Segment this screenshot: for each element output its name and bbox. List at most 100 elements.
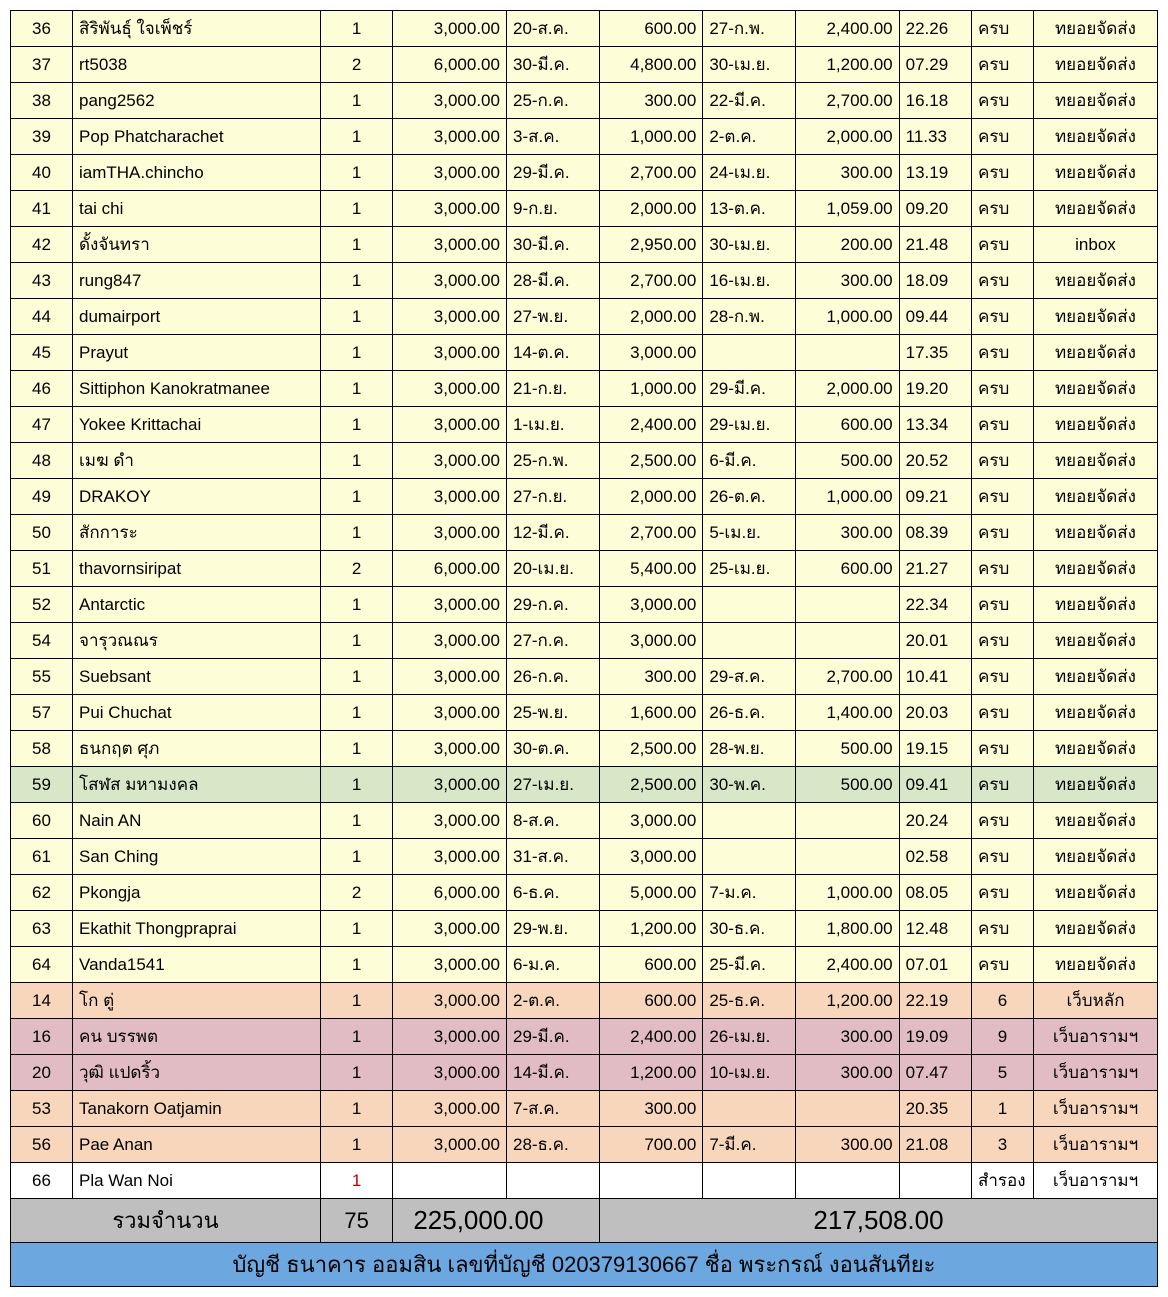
table-row: 41tai chi13,000.009-ก.ย.2,000.0013-ต.ค.1… [11,191,1158,227]
cell-qty: 2 [321,875,393,911]
cell-amt3: 1,000.00 [796,299,899,335]
cell-qty: 2 [321,551,393,587]
cell-note: ทยอยจัดส่ง [1033,371,1157,407]
cell-name: โสฬส มหามงคล [73,767,321,803]
cell-amt1: 3,000.00 [393,299,507,335]
cell-name: thavornsiripat [73,551,321,587]
cell-status: ครบ [971,947,1033,983]
cell-time: 21.48 [899,227,971,263]
cell-time: 10.41 [899,659,971,695]
cell-date2: 22-มี.ค. [703,83,796,119]
cell-name: San Ching [73,839,321,875]
table-row: 59โสฬส มหามงคล13,000.0027-เม.ย.2,500.003… [11,767,1158,803]
cell-date2: 26-เม.ย. [703,1019,796,1055]
cell-time: 19.20 [899,371,971,407]
cell-date2: 2-ต.ค. [703,119,796,155]
cell-name: Vanda1541 [73,947,321,983]
cell-date1: 28-ธ.ค. [506,1127,599,1163]
cell-num: 47 [11,407,73,443]
cell-amt1: 3,000.00 [393,515,507,551]
cell-status: ครบ [971,479,1033,515]
cell-amt2: 2,500.00 [599,443,702,479]
cell-qty: 1 [321,587,393,623]
cell-date1: 29-ก.ค. [506,587,599,623]
cell-note: ทยอยจัดส่ง [1033,155,1157,191]
table-row: 46Sittiphon Kanokratmanee13,000.0021-ก.ย… [11,371,1158,407]
cell-date2 [703,1091,796,1127]
cell-amt1: 3,000.00 [393,803,507,839]
cell-name: Ekathit Thongpraprai [73,911,321,947]
cell-num: 50 [11,515,73,551]
cell-name: Pla Wan Noi [73,1163,321,1199]
table-row: 40iamTHA.chincho13,000.0029-มี.ค.2,700.0… [11,155,1158,191]
cell-note: ทยอยจัดส่ง [1033,47,1157,83]
cell-amt2: 2,500.00 [599,767,702,803]
cell-amt1: 6,000.00 [393,551,507,587]
cell-date1: 6-ธ.ค. [506,875,599,911]
cell-amt3: 1,000.00 [796,875,899,911]
cell-time: 21.27 [899,551,971,587]
cell-status: ครบ [971,47,1033,83]
cell-amt2: 3,000.00 [599,587,702,623]
cell-amt1: 3,000.00 [393,443,507,479]
summary-qty: 75 [321,1199,393,1243]
cell-time: 07.29 [899,47,971,83]
cell-name: Prayut [73,335,321,371]
footer-text: บัญชี ธนาคาร ออมสิน เลขที่บัญชี 02037913… [11,1243,1158,1287]
cell-num: 57 [11,695,73,731]
cell-qty: 1 [321,443,393,479]
cell-date1: 12-มี.ค. [506,515,599,551]
cell-amt2: 2,400.00 [599,1019,702,1055]
cell-qty: 1 [321,1127,393,1163]
cell-date2: 29-ส.ค. [703,659,796,695]
cell-num: 45 [11,335,73,371]
cell-amt2: 2,700.00 [599,263,702,299]
cell-amt3: 1,200.00 [796,983,899,1019]
cell-amt3: 2,400.00 [796,11,899,47]
cell-qty: 2 [321,47,393,83]
cell-amt3: 1,200.00 [796,47,899,83]
cell-date2: 28-พ.ย. [703,731,796,767]
cell-amt2: 5,000.00 [599,875,702,911]
cell-date2 [703,587,796,623]
cell-amt2: 300.00 [599,83,702,119]
cell-num: 36 [11,11,73,47]
table-row: 39Pop Phatcharachet13,000.003-ส.ค.1,000.… [11,119,1158,155]
table-row: 61San Ching13,000.0031-ส.ค.3,000.0002.58… [11,839,1158,875]
cell-note: ทยอยจัดส่ง [1033,407,1157,443]
cell-note: เว็บอารามฯ [1033,1163,1157,1199]
cell-status: สำรอง [971,1163,1033,1199]
cell-date2: 30-เม.ย. [703,227,796,263]
cell-time: 17.35 [899,335,971,371]
cell-status: ครบ [971,839,1033,875]
cell-time: 08.05 [899,875,971,911]
cell-amt3: 300.00 [796,1019,899,1055]
cell-name: DRAKOY [73,479,321,515]
cell-qty: 1 [321,1055,393,1091]
cell-qty: 1 [321,299,393,335]
cell-amt2: 2,400.00 [599,407,702,443]
cell-note: ทยอยจัดส่ง [1033,11,1157,47]
cell-status: 3 [971,1127,1033,1163]
cell-note: ทยอยจัดส่ง [1033,947,1157,983]
cell-amt2: 3,000.00 [599,335,702,371]
cell-name: Suebsant [73,659,321,695]
cell-date2: 29-มี.ค. [703,371,796,407]
cell-amt1: 3,000.00 [393,83,507,119]
cell-status: ครบ [971,299,1033,335]
cell-date1: 20-เม.ย. [506,551,599,587]
cell-qty: 1 [321,515,393,551]
cell-num: 54 [11,623,73,659]
cell-note: ทยอยจัดส่ง [1033,911,1157,947]
cell-note: เว็บอารามฯ [1033,1127,1157,1163]
cell-qty: 1 [321,731,393,767]
cell-amt3: 500.00 [796,443,899,479]
cell-amt3 [796,1163,899,1199]
cell-amt1: 3,000.00 [393,11,507,47]
cell-amt3 [796,335,899,371]
table-row: 52Antarctic13,000.0029-ก.ค.3,000.0022.34… [11,587,1158,623]
cell-qty: 1 [321,947,393,983]
cell-amt3: 2,000.00 [796,119,899,155]
cell-num: 51 [11,551,73,587]
cell-amt3 [796,623,899,659]
